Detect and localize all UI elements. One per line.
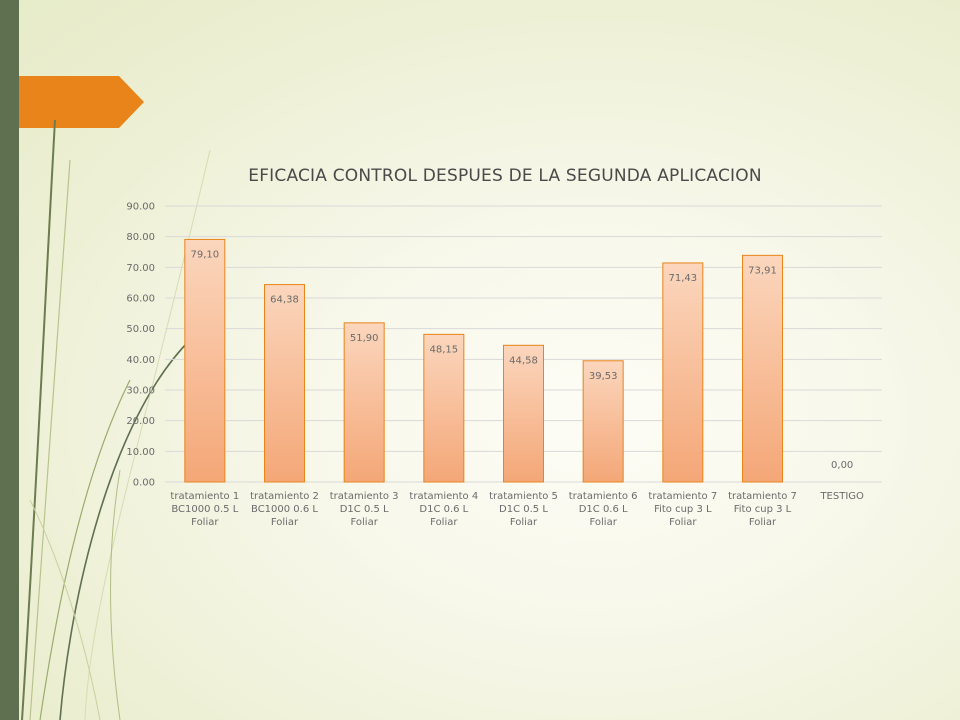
data-label: 79,10 [191,249,220,260]
x-category-label: tratamiento 6 D1C 0.6 L Foliar [569,491,638,528]
bar [423,333,465,483]
bar [343,322,385,483]
x-category-label: tratamiento 5 D1C 0.5 L Foliar [489,491,558,528]
data-label: 0,00 [831,460,853,471]
x-category-label: tratamiento 2 BC1000 0.6 L Foliar [250,491,319,528]
y-tick-label: 90.00 [126,202,155,213]
y-tick-label: 80.00 [126,232,155,243]
data-label: 51,90 [350,333,379,344]
data-label: 39,53 [589,371,618,382]
y-tick-label: 70.00 [126,263,155,274]
y-tick-label: 10.00 [126,447,155,458]
data-label: 73,91 [748,265,777,276]
data-label: 71,43 [669,273,698,284]
bar [742,254,783,483]
y-tick-label: 20.00 [126,416,155,427]
orange-arrow-tab [19,76,144,128]
y-tick-label: 30.00 [126,386,155,397]
y-tick-label: 40.00 [126,355,155,366]
y-tick-label: 0.00 [133,478,155,489]
x-category-label: tratamiento 7 Fito cup 3 L Foliar [648,491,717,528]
bar [582,360,624,483]
data-label: 64,38 [270,295,299,306]
x-category-label: tratamiento 3 D1C 0.5 L Foliar [330,491,399,528]
bar [184,238,226,483]
x-category-label: tratamiento 1 BC1000 0.5 L Foliar [170,491,239,528]
data-label: 48,15 [430,344,459,355]
y-tick-label: 60.00 [126,294,155,305]
data-label: 44,58 [509,355,538,366]
bar [264,284,305,483]
bar [662,262,704,483]
y-tick-label: 50.00 [126,324,155,335]
chart-title: EFICACIA CONTROL DESPUES DE LA SEGUNDA A… [248,166,762,186]
x-category-label: tratamiento 4 D1C 0.6 L Foliar [409,491,478,528]
x-category-label: tratamiento 7 Fito cup 3 L Foliar [728,491,797,528]
slide-sidebar-stripe [0,0,19,720]
x-category-label: TESTIGO [819,491,864,502]
bar [503,344,544,483]
